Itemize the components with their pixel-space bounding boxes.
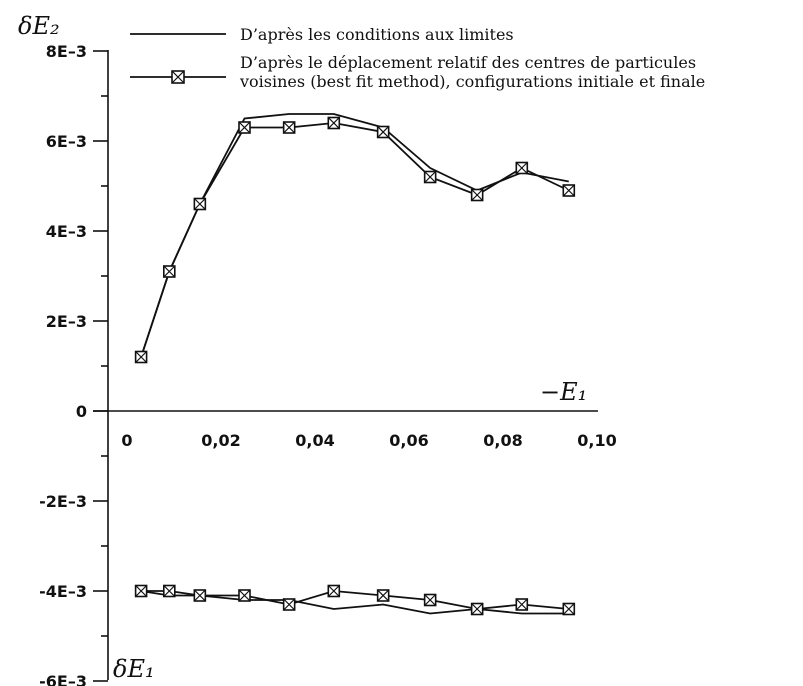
- y-axis-label-bottom: δE₁: [113, 655, 155, 683]
- y-axis-label-top: δE₂: [18, 12, 60, 40]
- data-point-marker: [562, 184, 576, 197]
- data-point-marker: [515, 598, 529, 611]
- legend-marker-2: [171, 70, 185, 84]
- y-tick-label: -4E–3: [39, 582, 87, 601]
- y-tick-label: 6E–3: [46, 132, 87, 151]
- y-tick-label: 4E–3: [46, 222, 87, 241]
- marker-cross: [135, 351, 148, 363]
- series-line: [140, 113, 569, 358]
- marker-cross: [238, 589, 251, 602]
- marker-cross: [327, 117, 340, 129]
- marker-cross: [471, 603, 484, 615]
- x-tick-label: 0,04: [295, 431, 334, 450]
- data-point-marker: [376, 589, 390, 602]
- series-line: [140, 590, 569, 615]
- data-point-marker: [193, 589, 207, 602]
- marker-cross: [327, 585, 340, 597]
- data-point-marker: [238, 589, 251, 602]
- data-point-marker: [134, 350, 148, 364]
- series-2: [134, 116, 576, 364]
- marker-cross: [424, 594, 437, 606]
- marker-cross: [471, 189, 484, 201]
- data-point-marker: [515, 161, 529, 175]
- data-point-marker: [327, 584, 341, 598]
- marker-cross: [135, 585, 148, 597]
- data-point-marker: [423, 593, 437, 607]
- data-point-marker: [470, 188, 484, 202]
- series-4: [134, 584, 576, 616]
- data-point-marker: [423, 170, 437, 184]
- data-point-marker: [376, 125, 390, 139]
- legend-label-1: D’après les conditions aux limites: [240, 25, 514, 44]
- data-point-marker: [470, 602, 484, 616]
- series-line: [140, 122, 570, 358]
- legend: D’après les conditions aux limites D’apr…: [130, 25, 705, 91]
- marker-cross: [377, 589, 390, 602]
- x-tick-label: 0,02: [201, 431, 240, 450]
- y-tick-label: 2E–3: [46, 312, 87, 331]
- marker-cross: [515, 598, 528, 611]
- data-point-marker: [282, 598, 296, 611]
- series-3: [140, 590, 569, 615]
- x-tick-label: 0: [121, 431, 132, 450]
- x-tick-label: 0,10: [577, 431, 616, 450]
- marker-cross: [562, 603, 575, 615]
- y-tick-label: 0: [76, 402, 87, 421]
- marker-cross: [163, 265, 176, 278]
- data-point-marker: [327, 116, 341, 130]
- data-point-marker: [163, 265, 176, 278]
- marker-cross: [283, 121, 296, 134]
- marker-cross: [562, 184, 575, 197]
- y-tick-label: -6E–3: [39, 672, 87, 686]
- y-tick-label: -2E–3: [39, 492, 87, 511]
- axis-ticks: 8E–3 6E–3 4E–3 2E–3 0 -2E–3 -4E–3 -6E–3 0 0,02 0,0…: [39, 42, 617, 686]
- x-axis-label: −E₁: [540, 378, 587, 406]
- data-point-marker: [163, 584, 176, 598]
- data-point-marker: [134, 584, 148, 598]
- data-point-marker: [193, 197, 207, 211]
- series-1: [140, 113, 569, 358]
- marker-cross: [377, 126, 390, 138]
- legend-label-2a: D’après le déplacement relatif des centr…: [240, 53, 696, 72]
- x-tick-label: 0,06: [389, 431, 428, 450]
- x-tick-label: 0,08: [483, 431, 522, 450]
- marker-cross: [515, 162, 528, 174]
- marker-cross: [193, 198, 206, 210]
- marker-cross: [283, 598, 296, 611]
- data-point-marker: [562, 602, 576, 616]
- data-point-marker: [282, 121, 296, 134]
- marker-cross: [424, 171, 437, 183]
- marker-cross: [193, 589, 206, 602]
- legend-label-2b: voisines (best fit method), configuratio…: [239, 72, 705, 91]
- marker-cross: [163, 585, 176, 597]
- data-point-marker: [238, 121, 251, 134]
- marker-cross: [238, 121, 251, 134]
- y-tick-label: 8E–3: [46, 42, 87, 61]
- plot-area: [134, 113, 576, 616]
